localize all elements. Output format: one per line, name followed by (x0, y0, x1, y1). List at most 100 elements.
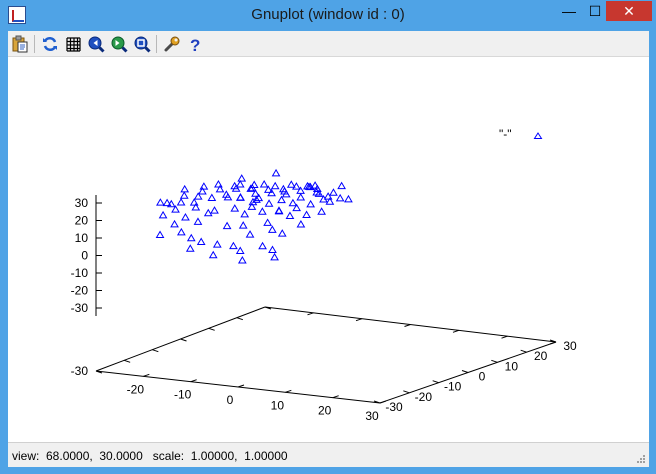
data-point (203, 208, 213, 217)
toggle-grid-button[interactable] (63, 34, 83, 54)
data-point (240, 209, 250, 218)
data-point (288, 198, 298, 207)
data-point (207, 193, 217, 201)
data-point (296, 220, 306, 228)
data-point (229, 241, 238, 250)
y-tick-label: -20 (415, 390, 433, 404)
x-tick-label: 30 (365, 409, 379, 423)
clipboard-icon (12, 35, 28, 53)
data-point (270, 181, 280, 190)
z-tick-label: -10 (71, 266, 89, 280)
data-point (237, 174, 247, 182)
data-point (296, 192, 306, 201)
y-tick-mark (432, 380, 439, 384)
z-tick-label: 30 (75, 196, 89, 210)
legend-marker (533, 132, 543, 139)
data-point (314, 189, 324, 197)
title-bar[interactable]: Gnuplot (window id : 0) — ☐ ✕ (0, 0, 656, 31)
data-point (230, 181, 240, 190)
data-point (296, 186, 305, 194)
data-point (263, 218, 273, 226)
y-tick-label: -30 (385, 400, 403, 414)
data-point (267, 225, 277, 233)
help-button[interactable]: ? (185, 34, 205, 54)
data-point (335, 193, 345, 202)
x-tick-mark (501, 335, 508, 339)
options-button[interactable] (162, 34, 182, 54)
data-point (235, 246, 245, 255)
data-point (306, 199, 316, 208)
help-icon: ? (190, 36, 200, 53)
data-point (235, 179, 245, 188)
close-button[interactable]: ✕ (606, 1, 652, 21)
replot-button[interactable] (40, 34, 60, 54)
data-point (199, 182, 209, 190)
plot-canvas[interactable]: -20 -10 0 10 20 30 -30 -20 -10 0 10 20 30 -30 -20 -10 0 1… (8, 58, 649, 442)
data-point (179, 191, 189, 199)
data-point (344, 194, 353, 203)
y-tick-mark (124, 359, 131, 363)
data-point (237, 256, 247, 264)
legend-label: "-" (499, 127, 512, 141)
data-point (270, 252, 279, 261)
y-tick-mark (236, 317, 243, 321)
data-point (156, 198, 165, 206)
data-point (337, 181, 346, 190)
data-point (317, 207, 326, 215)
data-point (274, 206, 284, 215)
zoom-next-button[interactable] (109, 34, 129, 54)
resize-grip-icon[interactable] (635, 453, 647, 465)
data-point (310, 181, 320, 189)
y-tick-label: 0 (479, 370, 486, 384)
data-point (176, 198, 186, 206)
client-area: ? -20 -10 0 10 20 30 -30 -20 -10 0 10 20 30 -30 -20 -10… (8, 31, 649, 467)
refresh-icon (43, 36, 57, 52)
y-tick-label: 30 (563, 339, 577, 353)
x-tick-mark (404, 324, 411, 327)
data-point (249, 180, 259, 188)
data-point (236, 193, 245, 201)
data-point (329, 188, 338, 196)
x-tick-label: 20 (318, 404, 332, 418)
data-point (162, 198, 172, 207)
data-point (223, 192, 233, 201)
data-point (245, 230, 255, 238)
y-tick-mark (520, 349, 527, 353)
x-tick-mark (285, 389, 292, 393)
unzoom-button[interactable] (132, 34, 152, 54)
data-point (238, 221, 248, 229)
data-point (259, 180, 269, 188)
minimize-button[interactable]: — (562, 3, 576, 19)
data-point (312, 184, 322, 193)
data-point (285, 211, 295, 220)
data-point (176, 227, 186, 236)
toolbar: ? (8, 31, 649, 57)
y-tick-mark (491, 359, 498, 363)
y-tick-label: -10 (444, 380, 462, 394)
data-point (189, 198, 199, 206)
zoom-reset-icon (134, 36, 151, 53)
data-point (210, 206, 219, 214)
z-tick-label: -30 (71, 301, 89, 315)
x-tick-label: 0 (227, 393, 234, 407)
data-point (246, 184, 256, 192)
y-tick-mark (549, 339, 557, 343)
toolbar-separator (156, 35, 157, 53)
gnuplot-app-icon[interactable] (8, 6, 26, 24)
data-point (193, 192, 203, 200)
axes-layer: -20 -10 0 10 20 30 -30 -20 -10 0 10 20 30 -30 -20 -10 0 1… (71, 195, 577, 423)
data-point (306, 182, 315, 191)
y-tick-mark (180, 338, 187, 342)
data-point (278, 184, 288, 193)
data-point (263, 185, 273, 193)
zoom-previous-button[interactable] (86, 34, 106, 54)
data-point (193, 217, 203, 225)
data-point (258, 241, 267, 250)
scatter-3d-plot[interactable]: -20 -10 0 10 20 30 -30 -20 -10 0 10 20 30 -30 -20 -10 0 1… (8, 58, 649, 442)
data-point (277, 195, 286, 204)
data-point (212, 240, 222, 248)
y-tick-mark (208, 327, 215, 331)
copy-to-clipboard-button[interactable] (10, 34, 30, 54)
maximize-button[interactable]: ☐ (588, 3, 602, 19)
x-tick-mark (307, 312, 314, 316)
